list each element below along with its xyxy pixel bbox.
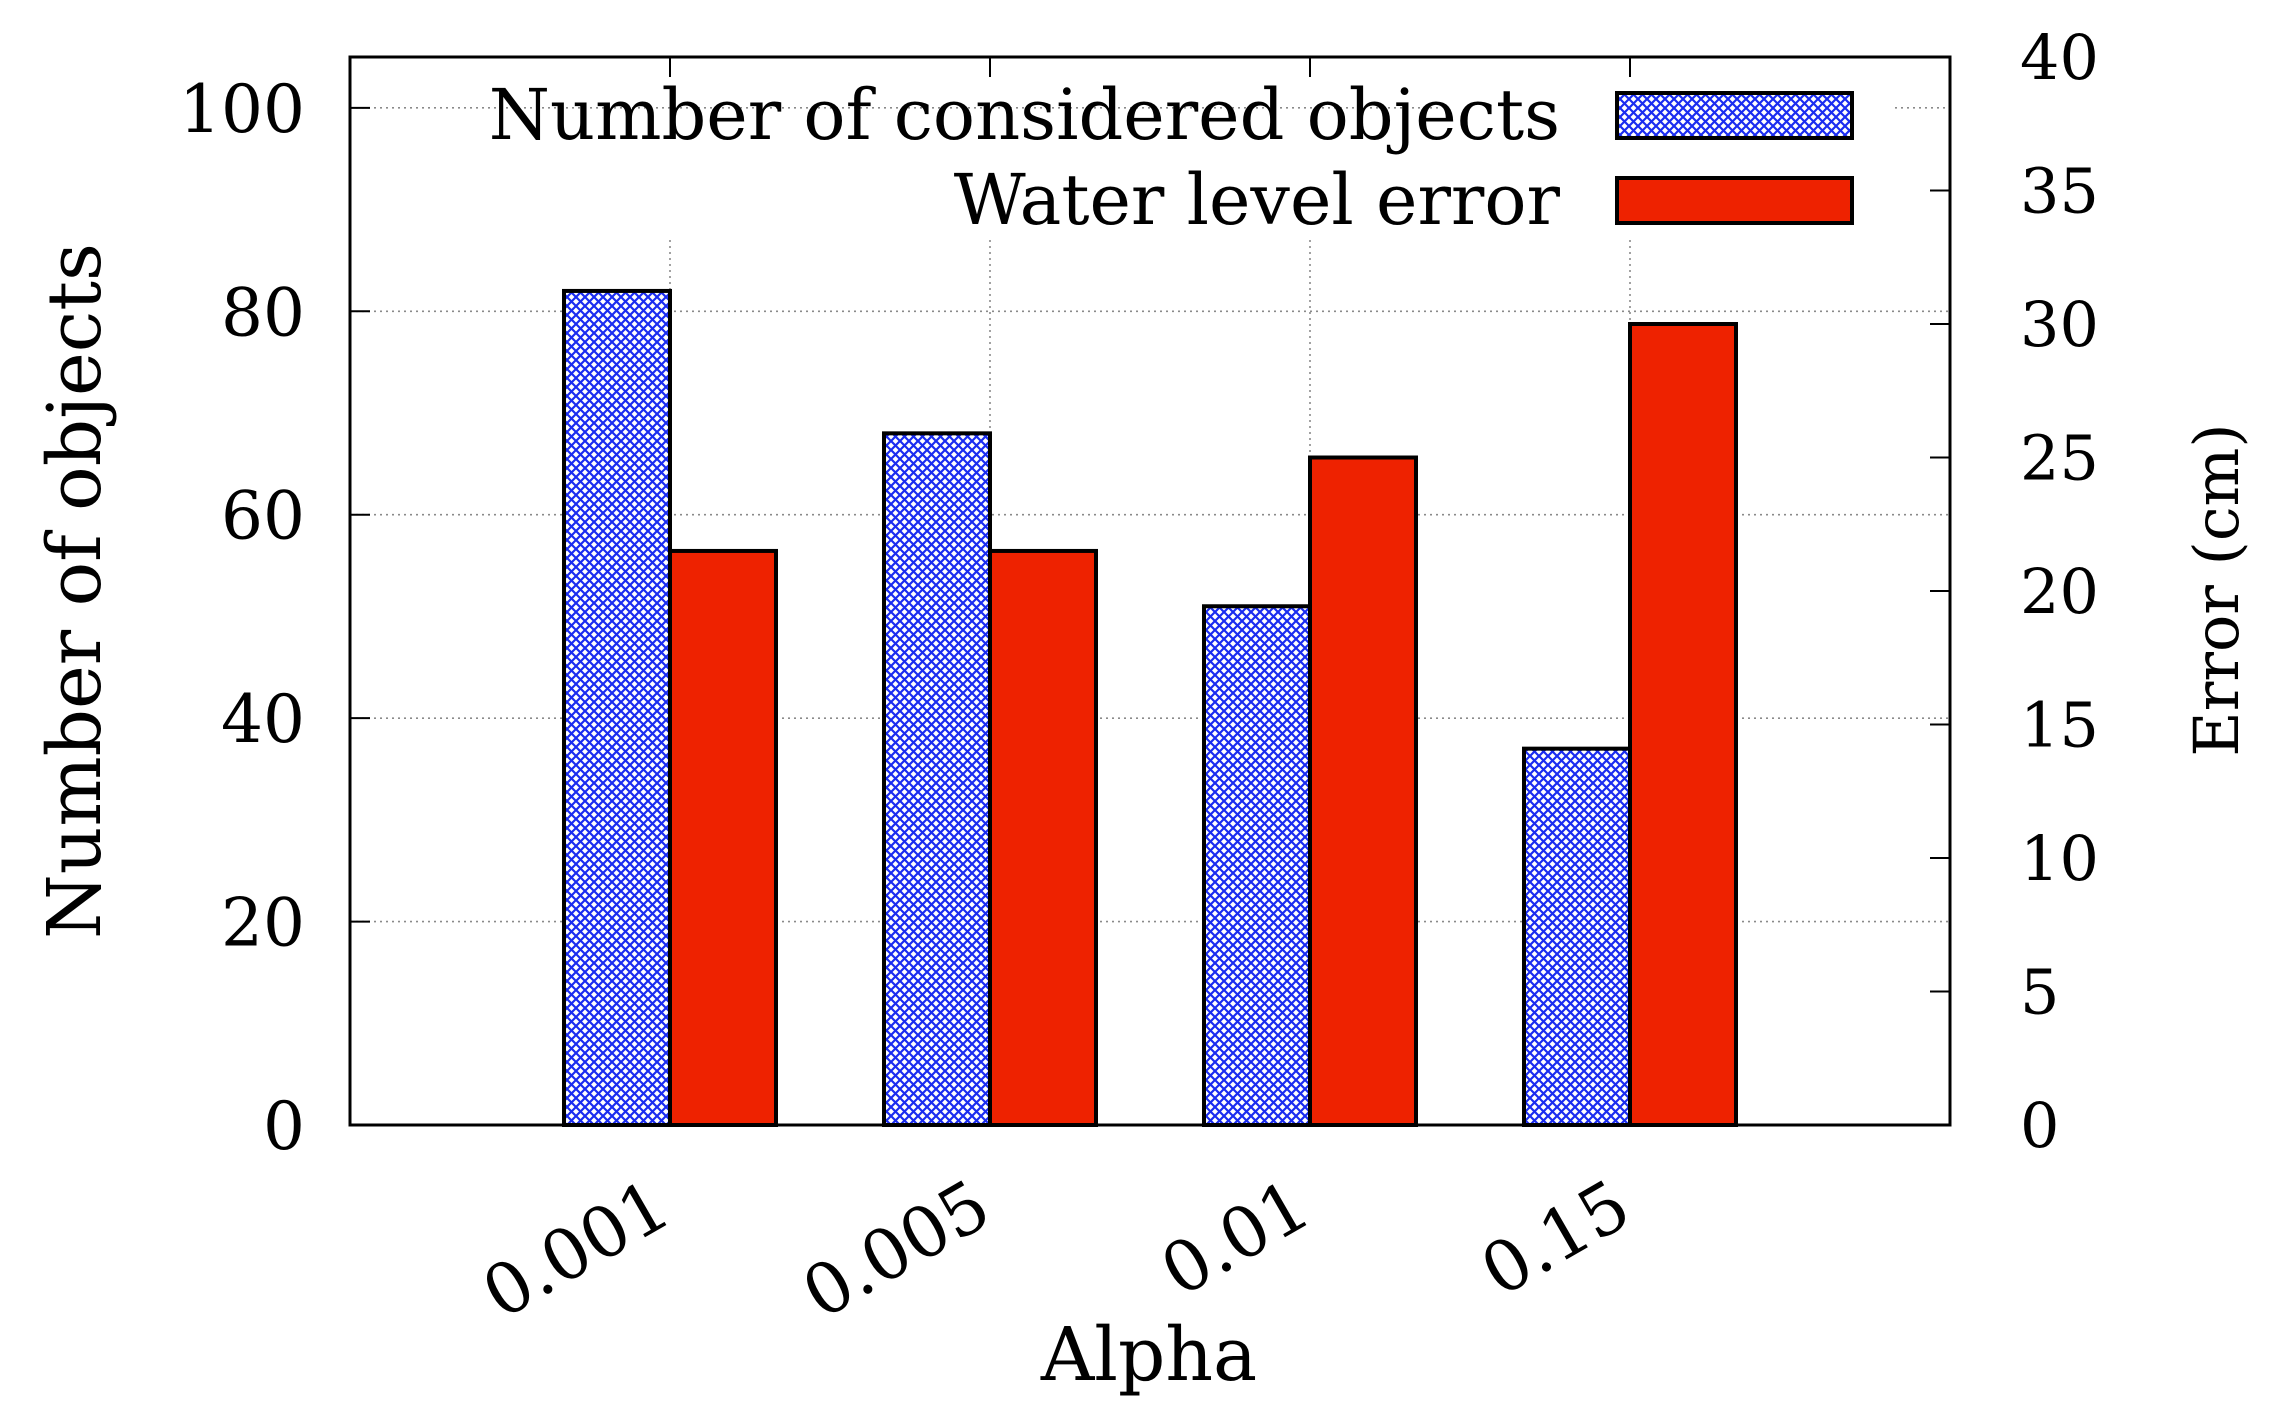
legend-label-1: Water level error [954, 159, 1561, 241]
y-tick-label-4: 80 [221, 274, 305, 351]
y-tick-label-3: 60 [221, 478, 305, 555]
bar-error-0.01 [1308, 455, 1418, 1127]
y2-tick-label-1: 5 [2020, 956, 2059, 1029]
y2-tick-label-7: 35 [2020, 155, 2099, 228]
y-axis-label: Number of objects [32, 243, 118, 939]
y-tick-label-1: 20 [221, 885, 305, 962]
y-tick-label-0: 0 [263, 1088, 305, 1165]
y-tick-label-5: 100 [179, 71, 305, 148]
bar-error-0.15 [1628, 322, 1738, 1127]
bar-error-0.005 [988, 548, 1098, 1127]
x-tick-label-1: 0.005 [789, 1164, 1004, 1335]
y2-tick-label-8: 40 [2020, 21, 2099, 94]
y2-tick-label-4: 20 [2020, 555, 2099, 628]
legend-label-0: Number of considered objects [489, 74, 1560, 156]
y2-tick-label-5: 25 [2020, 422, 2099, 495]
legend-swatch-0 [1615, 91, 1854, 140]
x-tick-label-0: 0.001 [469, 1164, 684, 1335]
left-axis-ticks: 0 20 40 60 80 100 [179, 71, 370, 1165]
bar-objects-0.001 [562, 288, 672, 1127]
legend-swatch-1 [1615, 176, 1854, 225]
bar-objects-0.005 [882, 431, 992, 1128]
y2-tick-label-6: 30 [2020, 288, 2099, 361]
bars [562, 288, 1738, 1128]
bar-error-0.001 [668, 548, 778, 1127]
x-tick-label-3: 0.15 [1468, 1164, 1644, 1313]
y-tick-label-2: 40 [221, 681, 305, 758]
y2-axis-label: Error (cm) [2180, 423, 2253, 756]
x-axis-label: Alpha [1040, 1312, 1257, 1398]
bar-objects-0.15 [1522, 746, 1632, 1128]
bar-objects-0.01 [1202, 604, 1312, 1127]
y2-tick-label-2: 10 [2020, 822, 2099, 895]
y2-tick-label-3: 15 [2020, 689, 2099, 762]
y2-tick-label-0: 0 [2020, 1089, 2059, 1162]
right-axis-ticks: 0 5 10 15 20 25 30 35 40 [1930, 21, 2099, 1162]
x-tick-label-2: 0.01 [1148, 1164, 1324, 1313]
